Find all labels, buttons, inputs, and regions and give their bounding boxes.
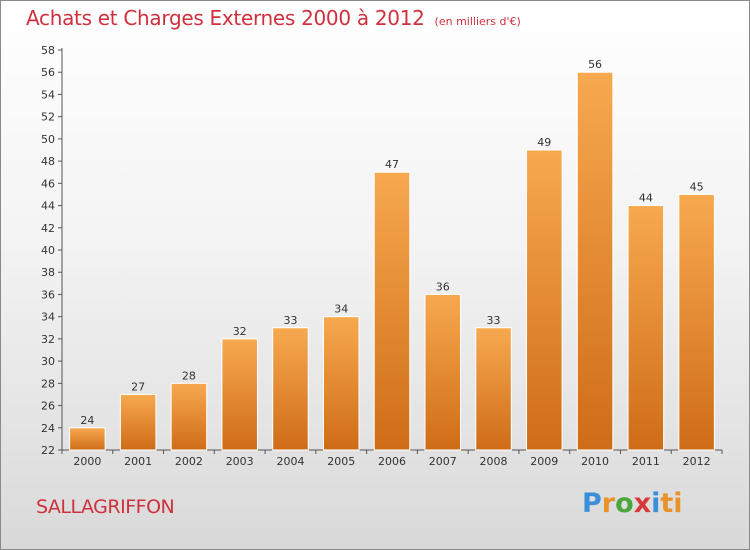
data-label-2002: 28 xyxy=(182,369,196,382)
x-tick-label: 2004 xyxy=(276,455,304,468)
bar-2000 xyxy=(69,427,106,451)
y-tick-label: 28 xyxy=(41,377,55,390)
bar-2004 xyxy=(272,327,309,451)
title-text: Achats et Charges Externes 2000 à 2012 xyxy=(26,6,425,30)
x-tick-label: 2006 xyxy=(378,455,406,468)
data-labels: 24 27 28 32 33 34 47 36 33 49 56 44 45 xyxy=(80,58,703,427)
data-label-2007: 36 xyxy=(436,280,450,293)
bar-2001 xyxy=(119,393,157,451)
data-label-2005: 34 xyxy=(334,303,348,316)
x-tick-label: 2003 xyxy=(226,455,254,468)
y-tick-label: 32 xyxy=(41,333,55,346)
x-tick-label: 2005 xyxy=(327,455,355,468)
bar-2011 xyxy=(627,205,665,451)
x-tick-label: 2012 xyxy=(683,455,711,468)
y-tick-label: 36 xyxy=(41,288,55,301)
y-tick-label: 30 xyxy=(41,355,55,368)
bar-2008 xyxy=(475,327,512,451)
x-tick-label: 2010 xyxy=(581,455,609,468)
data-label-2001: 27 xyxy=(131,380,145,393)
unit-note: (en milliers d'€) xyxy=(434,15,521,28)
data-label-2011: 44 xyxy=(639,192,653,205)
logo-letter: i xyxy=(651,488,661,519)
bars xyxy=(69,71,715,451)
proxiti-logo: Proxiti xyxy=(582,488,683,519)
data-label-2009: 49 xyxy=(537,136,551,149)
y-tick-label: 34 xyxy=(41,311,55,324)
data-label-2010: 56 xyxy=(588,58,602,71)
data-label-2006: 47 xyxy=(385,158,399,171)
y-tick-label: 54 xyxy=(41,88,55,101)
data-label-2004: 33 xyxy=(283,314,297,327)
y-tick-label: 22 xyxy=(41,444,55,457)
commune-name: SALLAGRIFFON xyxy=(36,496,175,518)
y-tick-label: 38 xyxy=(41,266,55,279)
data-label-2003: 32 xyxy=(233,325,247,338)
y-tick-label: 46 xyxy=(41,177,55,190)
x-tick-label: 2002 xyxy=(175,455,203,468)
logo-letter: r xyxy=(601,488,616,519)
x-tick-label: 2007 xyxy=(429,455,457,468)
bar-2003 xyxy=(221,338,258,451)
logo-letter: P xyxy=(582,488,602,519)
x-tick-label: 2011 xyxy=(632,455,660,468)
bar-chart: 22 24 26 28 30 32 34 36 38 40 42 44 46 48 50 52 54 56 58 20… xyxy=(41,44,723,468)
bar-2012 xyxy=(678,193,715,451)
logo-letter: x xyxy=(633,488,652,519)
bar-2009 xyxy=(526,149,563,451)
y-tick-label: 58 xyxy=(41,44,55,57)
y-tick-label: 56 xyxy=(41,66,55,79)
bar-2010 xyxy=(576,71,614,451)
logo-letter: ti xyxy=(660,488,683,519)
bar-2005 xyxy=(322,316,360,451)
y-tick-label: 42 xyxy=(41,222,55,235)
y-tick-label: 50 xyxy=(41,133,55,146)
y-tick-label: 26 xyxy=(41,400,55,413)
x-tick-label: 2009 xyxy=(530,455,558,468)
bar-2007 xyxy=(424,293,462,451)
data-label-2008: 33 xyxy=(487,314,501,327)
y-tick-label: 48 xyxy=(41,155,55,168)
data-label-2000: 24 xyxy=(80,414,94,427)
y-tick-label: 40 xyxy=(41,244,55,257)
chart-title: Achats et Charges Externes 2000 à 2012 (e… xyxy=(26,6,521,30)
bar-2002 xyxy=(170,382,208,451)
y-tick-label: 52 xyxy=(41,111,55,124)
x-tick-label: 2008 xyxy=(480,455,508,468)
y-tick-label: 44 xyxy=(41,200,55,213)
x-tick-label: 2001 xyxy=(124,455,152,468)
bar-2006 xyxy=(373,171,411,451)
logo-letter: o xyxy=(615,488,634,519)
y-tick-label: 24 xyxy=(41,422,55,435)
data-label-2012: 45 xyxy=(690,180,704,193)
x-tick-label: 2000 xyxy=(73,455,101,468)
